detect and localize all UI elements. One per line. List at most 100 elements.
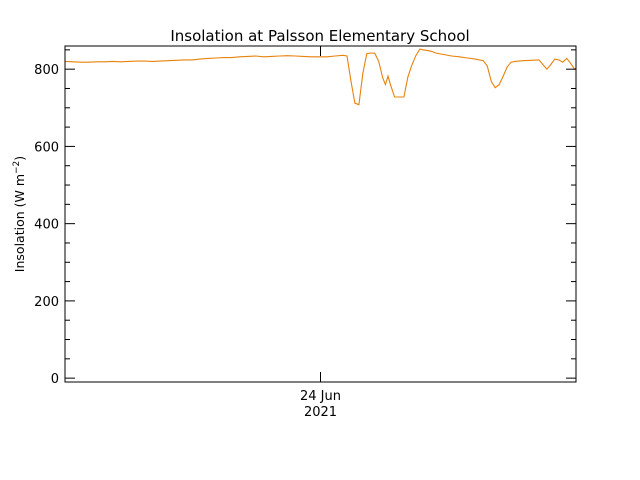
insolation-data-point [191,59,193,61]
insolation-data-point [514,61,516,62]
insolation-data-point [239,56,241,58]
insolation-data-point [223,57,225,58]
insolation-data-point [104,61,106,63]
insolation-data-point [366,53,368,55]
insolation-data-point [407,76,409,78]
insolation-data-point [80,61,82,63]
insolation-data-point [566,58,568,59]
insolation-data-point [415,55,417,57]
y-axis-label: Insolation (W m−2) [12,156,27,272]
insolation-data-point [199,58,201,60]
insolation-data-point [506,66,508,68]
insolation-data-point [255,55,256,57]
plot-frame [64,45,577,383]
insolation-data-point [302,56,304,57]
insolation-data-point [136,60,137,62]
insolation-data-point [530,59,532,61]
insolation-data-point [370,52,372,54]
insolation-data-point [374,52,376,54]
insolation-data-point [362,72,364,74]
insolation-data-point [144,60,145,62]
insolation-data-point [398,96,399,98]
insolation-data-point [459,56,460,58]
plot-area [64,48,577,106]
y-axis-label-exponent: −2 [12,161,22,174]
insolation-data-point [494,87,496,89]
insolation-data-point [451,55,452,57]
insolation-data-point [498,84,500,85]
insolation-data-point [554,58,556,60]
insolation-data-point [419,48,421,50]
insolation-data-point [510,61,512,63]
insolation-data-point [490,81,492,82]
insolation-data-point [159,60,161,62]
insolation-data-point [152,61,153,62]
insolation-data-point [271,56,272,57]
y-tick-label: 600 [34,140,59,155]
insolation-data-point [346,55,348,57]
insolation-data-point [394,96,395,98]
insolation-data-point [558,59,560,61]
insolation-data-point [112,61,114,62]
insolation-data-point [334,55,336,57]
insolation-data-point [570,63,572,64]
insolation-data-point [443,54,444,55]
insolation-data-point [287,55,288,57]
insolation-data-point [326,56,328,58]
insolation-data-point [358,104,360,106]
insolation-data-point [247,56,249,57]
insolation-data-point [482,60,484,62]
insolation-data-point [403,96,405,98]
insolation-data-point [546,68,548,70]
insolation-data-point [167,60,169,62]
insolation-data-point [431,51,433,52]
insolation-data-point [435,52,437,54]
insolation-series-line [64,48,577,106]
insolation-data-point [390,85,392,86]
insolation-data-point [387,75,389,77]
y-tick-label: 0 [51,372,59,387]
insolation-data-point [550,64,552,65]
insolation-data-point [502,75,504,77]
insolation-data-point [183,59,185,61]
insolation-data-point [215,57,217,59]
insolation-data-point [486,65,488,67]
insolation-data-point [354,102,356,104]
y-tick-label: 800 [34,63,59,78]
insolation-data-point [231,57,233,58]
insolation-data-point [175,59,177,61]
insolation-data-point [96,61,98,63]
insolation-data-point [350,80,352,82]
y-tick-label: 200 [34,295,59,310]
insolation-data-point [88,61,90,63]
insolation-data-point [385,84,386,85]
insolation-data-point [427,50,429,51]
y-axis-label-close: ) [12,156,27,161]
insolation-data-point [378,61,380,62]
insolation-data-point [128,61,129,62]
insolation-data-point [207,58,209,59]
insolation-data-point [522,60,524,62]
y-axis-label-main: Insolation (W m [12,174,27,272]
insolation-data-point [279,55,280,57]
insolation-data-point [263,56,264,58]
insolation-data-point [538,59,540,61]
insolation-data-point [562,61,564,63]
x-tick-label-date: 24 Jun [300,389,341,404]
insolation-data-point [294,55,296,57]
insolation-data-point [342,54,344,56]
insolation-data-point [467,57,468,59]
insolation-data-point [72,61,74,63]
chart-title: Insolation at Palsson Elementary School [170,27,469,45]
insolation-data-point [475,58,476,60]
insolation-data-point [310,56,312,58]
insolation-data-point [411,64,413,66]
insolation-data-point [120,61,121,63]
insolation-data-point [542,64,544,65]
x-tick-label-year: 2021 [304,405,337,420]
insolation-data-point [423,49,425,51]
y-axis: 0 200 400 600 800 [34,49,576,387]
y-tick-label: 400 [34,218,59,233]
